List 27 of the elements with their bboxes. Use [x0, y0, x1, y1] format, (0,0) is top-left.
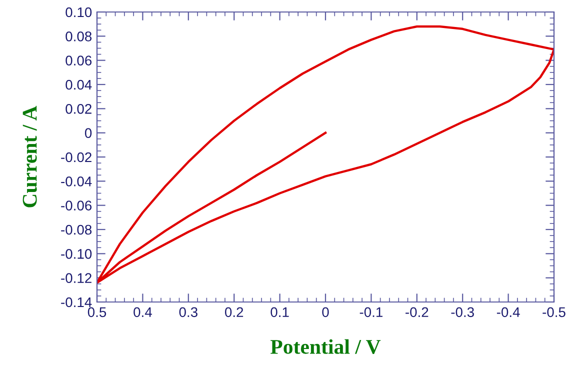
y-tick-label: -0.06: [61, 200, 92, 211]
x-tick-label: -0.1: [360, 307, 382, 318]
x-tick-label: 0.2: [224, 307, 244, 318]
x-tick-label: -0.4: [496, 307, 520, 318]
y-tick-label: -0.10: [61, 249, 92, 259]
x-tick-label: -0.2: [406, 307, 428, 318]
y-tick-label: -0.08: [61, 224, 92, 235]
x-tick-label: 0: [322, 307, 329, 318]
y-tick-label: 0.10: [66, 7, 92, 18]
x-tick-label: 0.3: [179, 307, 198, 318]
x-tick-label: -0.5: [542, 307, 566, 318]
x-tick-label: 0.5: [88, 307, 106, 318]
y-tick-label: -0.14: [61, 297, 92, 308]
y-tick-label: 0.06: [66, 56, 92, 66]
y-tick-label: 0.04: [66, 80, 92, 90]
y-tick-label: 0.08: [66, 32, 92, 42]
y-axis-title: Current / A: [22, 106, 37, 208]
y-tick-label: -0.02: [61, 152, 92, 162]
x-axis-title: Potential / V: [270, 339, 381, 354]
y-tick-label: 0: [84, 128, 92, 138]
x-tick-label: 0.1: [270, 307, 289, 318]
y-tick-label: 0.02: [66, 104, 92, 114]
x-tick-label: 0.4: [134, 307, 152, 318]
line-series: [97, 25, 554, 284]
y-tick-label: -0.12: [61, 273, 92, 284]
y-tick-label: -0.04: [61, 176, 92, 186]
x-tick-label: -0.3: [451, 307, 474, 318]
